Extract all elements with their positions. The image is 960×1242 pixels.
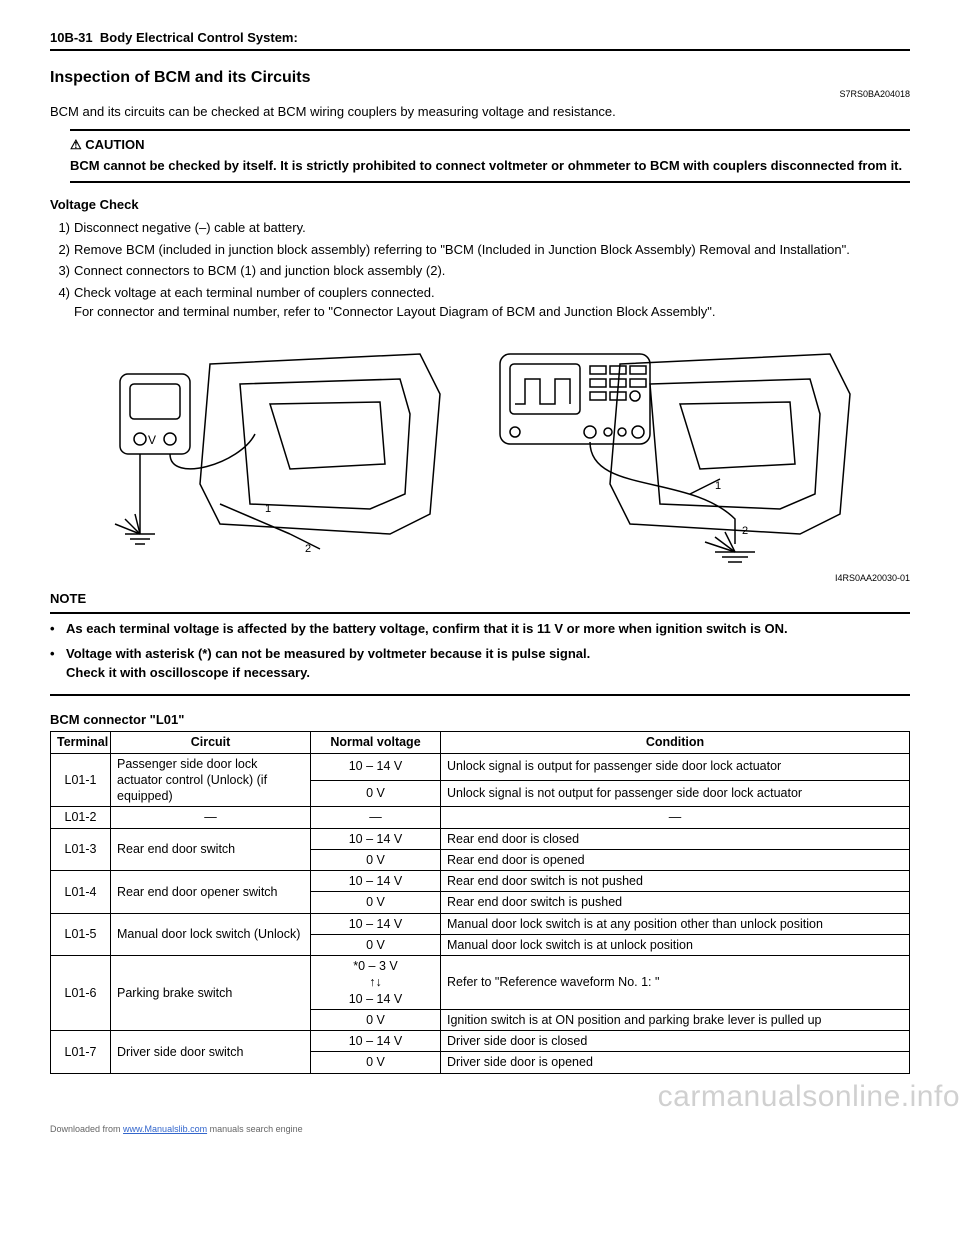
bullet-icon: •: [50, 645, 66, 683]
table-title: BCM connector "L01": [50, 712, 910, 727]
step-num: 2): [50, 240, 74, 260]
cell-circuit: Passenger side door lock actuator contro…: [111, 753, 311, 807]
footer-post: manuals search engine: [207, 1124, 303, 1134]
cell-condition: Rear end door is closed: [441, 828, 910, 849]
cell-condition: —: [441, 807, 910, 828]
bcm-connector-table: Terminal Circuit Normal voltage Conditio…: [50, 731, 910, 1073]
note-text: As each terminal voltage is affected by …: [66, 620, 910, 639]
cell-voltage: 10 – 14 V: [311, 1031, 441, 1052]
figure-svg: 1 2 V: [90, 334, 870, 564]
caution-box: ⚠ CAUTION BCM cannot be checked by itsel…: [70, 129, 910, 183]
step-text: Disconnect negative (–) cable at battery…: [74, 218, 910, 238]
cell-circuit: —: [111, 807, 311, 828]
step-text: Connect connectors to BCM (1) and juncti…: [74, 261, 910, 281]
cell-voltage: 0 V: [311, 934, 441, 955]
cell-condition: Ignition switch is at ON position and pa…: [441, 1009, 910, 1030]
watermark: carmanualsonline.info: [658, 1080, 960, 1114]
footer-pre: Downloaded from: [50, 1124, 123, 1134]
cell-voltage: 10 – 14 V: [311, 871, 441, 892]
th-voltage: Normal voltage: [311, 732, 441, 753]
cell-terminal: L01-4: [51, 871, 111, 914]
cell-circuit: Rear end door switch: [111, 828, 311, 871]
th-circuit: Circuit: [111, 732, 311, 753]
voltage-check-heading: Voltage Check: [50, 197, 910, 212]
step-text: Check voltage at each terminal number of…: [74, 283, 910, 322]
page-footer: Downloaded from www.Manualslib.com manua…: [0, 1114, 960, 1154]
footer-link[interactable]: www.Manualslib.com: [123, 1124, 207, 1134]
svg-text:1: 1: [265, 503, 271, 515]
cell-circuit: Parking brake switch: [111, 956, 311, 1031]
cell-terminal: L01-3: [51, 828, 111, 871]
svg-text:1: 1: [715, 480, 721, 492]
cell-voltage: 0 V: [311, 849, 441, 870]
cell-terminal: L01-2: [51, 807, 111, 828]
step-list: 1)Disconnect negative (–) cable at batte…: [50, 218, 910, 322]
cell-terminal: L01-1: [51, 753, 111, 807]
cell-voltage: —: [311, 807, 441, 828]
svg-text:2: 2: [742, 525, 748, 537]
cell-condition: Rear end door switch is pushed: [441, 892, 910, 913]
section-title: Inspection of BCM and its Circuits: [50, 69, 910, 87]
step-text: Remove BCM (included in junction block a…: [74, 240, 910, 260]
cell-circuit: Driver side door switch: [111, 1031, 311, 1074]
cell-condition: Rear end door switch is not pushed: [441, 871, 910, 892]
th-condition: Condition: [441, 732, 910, 753]
figure-code: I4RS0AA20030-01: [50, 573, 910, 583]
doc-code: S7RS0BA204018: [50, 89, 910, 99]
cell-condition: Driver side door is closed: [441, 1031, 910, 1052]
cell-condition: Driver side door is opened: [441, 1052, 910, 1073]
note-box: •As each terminal voltage is affected by…: [50, 612, 910, 697]
cell-voltage: 10 – 14 V: [311, 913, 441, 934]
step-num: 1): [50, 218, 74, 238]
bullet-icon: •: [50, 620, 66, 639]
note-label: NOTE: [50, 591, 910, 606]
diagnostic-figure: 1 2 V: [50, 334, 910, 569]
cell-voltage: 0 V: [311, 1009, 441, 1030]
cell-condition: Manual door lock switch is at unlock pos…: [441, 934, 910, 955]
cell-voltage: 0 V: [311, 892, 441, 913]
note-text: Voltage with asterisk (*) can not be mea…: [66, 645, 910, 683]
svg-text:2: 2: [305, 543, 311, 555]
cell-condition: Manual door lock switch is at any positi…: [441, 913, 910, 934]
step-num: 4): [50, 283, 74, 322]
page-header: 10B-31 Body Electrical Control System:: [50, 30, 910, 51]
intro-text: BCM and its circuits can be checked at B…: [50, 103, 910, 121]
cell-condition: Unlock signal is output for passenger si…: [441, 753, 910, 780]
cell-condition: Unlock signal is not output for passenge…: [441, 780, 910, 807]
page-ref: 10B-31 Body Electrical Control System:: [50, 30, 298, 45]
cell-voltage: 0 V: [311, 780, 441, 807]
step-num: 3): [50, 261, 74, 281]
cell-circuit: Manual door lock switch (Unlock): [111, 913, 311, 956]
cell-terminal: L01-6: [51, 956, 111, 1031]
cell-voltage: 10 – 14 V: [311, 753, 441, 780]
caution-text: BCM cannot be checked by itself. It is s…: [70, 157, 910, 175]
th-terminal: Terminal: [51, 732, 111, 753]
cell-condition: Rear end door is opened: [441, 849, 910, 870]
cell-voltage: 0 V: [311, 1052, 441, 1073]
cell-terminal: L01-7: [51, 1031, 111, 1074]
cell-voltage: *0 – 3 V ↑↓ 10 – 14 V: [311, 956, 441, 1010]
cell-voltage: 10 – 14 V: [311, 828, 441, 849]
cell-condition: Refer to "Reference waveform No. 1: ": [441, 956, 910, 1010]
cell-terminal: L01-5: [51, 913, 111, 956]
cell-circuit: Rear end door opener switch: [111, 871, 311, 914]
svg-text:V: V: [148, 433, 156, 447]
caution-label: ⚠ CAUTION: [70, 137, 910, 153]
